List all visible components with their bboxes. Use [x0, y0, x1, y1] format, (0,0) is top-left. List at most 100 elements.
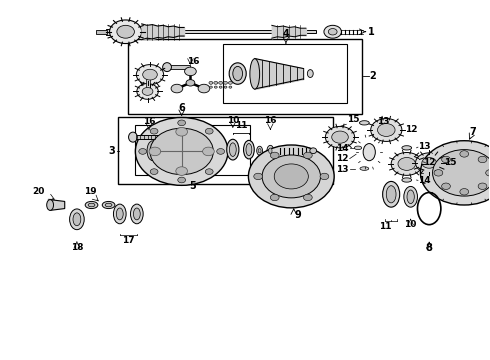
Ellipse shape: [142, 87, 153, 95]
Circle shape: [139, 149, 147, 154]
Circle shape: [320, 173, 329, 180]
Ellipse shape: [229, 63, 246, 84]
Circle shape: [441, 183, 450, 189]
Circle shape: [303, 194, 312, 201]
Circle shape: [460, 151, 468, 157]
Circle shape: [198, 84, 210, 93]
Text: 9: 9: [294, 210, 301, 220]
Bar: [106, 29, 125, 35]
Ellipse shape: [354, 146, 362, 150]
Ellipse shape: [105, 203, 112, 207]
Text: 2: 2: [370, 71, 376, 81]
Circle shape: [135, 117, 228, 185]
Bar: [97, 30, 107, 33]
Text: 16: 16: [143, 117, 155, 126]
Text: 4: 4: [283, 29, 289, 39]
Circle shape: [176, 127, 188, 136]
Ellipse shape: [416, 153, 443, 173]
Circle shape: [254, 173, 263, 180]
Ellipse shape: [199, 145, 205, 157]
Circle shape: [178, 120, 186, 126]
Text: 11: 11: [235, 121, 247, 130]
Ellipse shape: [102, 202, 115, 208]
Ellipse shape: [257, 146, 263, 155]
Text: 10: 10: [227, 116, 239, 125]
Circle shape: [217, 149, 224, 154]
Ellipse shape: [422, 157, 437, 168]
Circle shape: [270, 152, 279, 159]
Bar: [167, 65, 191, 69]
Ellipse shape: [47, 200, 53, 210]
Circle shape: [262, 155, 320, 198]
Ellipse shape: [307, 69, 313, 77]
Text: 12: 12: [423, 158, 436, 167]
Ellipse shape: [407, 190, 415, 203]
Circle shape: [219, 86, 222, 88]
Text: 15: 15: [347, 114, 360, 123]
Circle shape: [486, 170, 490, 176]
Text: 13: 13: [336, 165, 348, 174]
Circle shape: [214, 81, 218, 84]
Ellipse shape: [402, 178, 412, 182]
Circle shape: [441, 156, 450, 163]
Ellipse shape: [391, 153, 422, 175]
Circle shape: [248, 145, 334, 208]
Ellipse shape: [229, 143, 236, 157]
Circle shape: [324, 25, 342, 38]
Text: 7: 7: [469, 127, 476, 137]
Bar: [118, 117, 333, 184]
Bar: [128, 39, 362, 114]
Circle shape: [205, 169, 213, 175]
Circle shape: [150, 169, 158, 175]
Ellipse shape: [267, 145, 274, 156]
Ellipse shape: [143, 69, 157, 80]
Ellipse shape: [147, 141, 158, 161]
Ellipse shape: [332, 131, 348, 143]
Ellipse shape: [110, 20, 142, 44]
Circle shape: [186, 80, 195, 86]
Ellipse shape: [88, 203, 95, 207]
Polygon shape: [50, 200, 65, 210]
Ellipse shape: [142, 134, 163, 168]
Text: 13: 13: [376, 117, 389, 126]
Bar: [133, 135, 162, 139]
Circle shape: [209, 81, 213, 84]
Ellipse shape: [383, 181, 400, 207]
Ellipse shape: [227, 139, 239, 160]
Circle shape: [209, 86, 212, 88]
Bar: [138, 30, 316, 33]
Circle shape: [460, 189, 468, 195]
Circle shape: [228, 81, 232, 84]
Ellipse shape: [136, 64, 164, 85]
Circle shape: [185, 67, 196, 76]
Text: 11: 11: [379, 222, 392, 231]
Text: 18: 18: [71, 243, 83, 252]
Ellipse shape: [360, 121, 369, 125]
Circle shape: [328, 28, 337, 35]
Ellipse shape: [325, 126, 355, 148]
Ellipse shape: [133, 208, 140, 220]
Ellipse shape: [398, 157, 416, 170]
Ellipse shape: [173, 137, 189, 164]
Ellipse shape: [360, 167, 369, 170]
Ellipse shape: [128, 132, 137, 142]
Circle shape: [478, 183, 487, 189]
Ellipse shape: [244, 140, 254, 159]
Ellipse shape: [310, 148, 317, 154]
Text: 1: 1: [368, 27, 374, 37]
Circle shape: [433, 150, 490, 196]
Circle shape: [434, 170, 443, 176]
Ellipse shape: [246, 144, 252, 156]
Text: 20: 20: [32, 188, 44, 197]
Ellipse shape: [371, 118, 402, 141]
Text: 14: 14: [336, 144, 348, 153]
Ellipse shape: [196, 141, 208, 161]
Ellipse shape: [233, 66, 243, 81]
Ellipse shape: [377, 123, 395, 136]
Ellipse shape: [73, 213, 81, 226]
Text: 16: 16: [264, 116, 276, 125]
Text: 17: 17: [122, 237, 134, 246]
Ellipse shape: [116, 208, 123, 220]
Circle shape: [270, 194, 279, 201]
Circle shape: [176, 167, 188, 175]
